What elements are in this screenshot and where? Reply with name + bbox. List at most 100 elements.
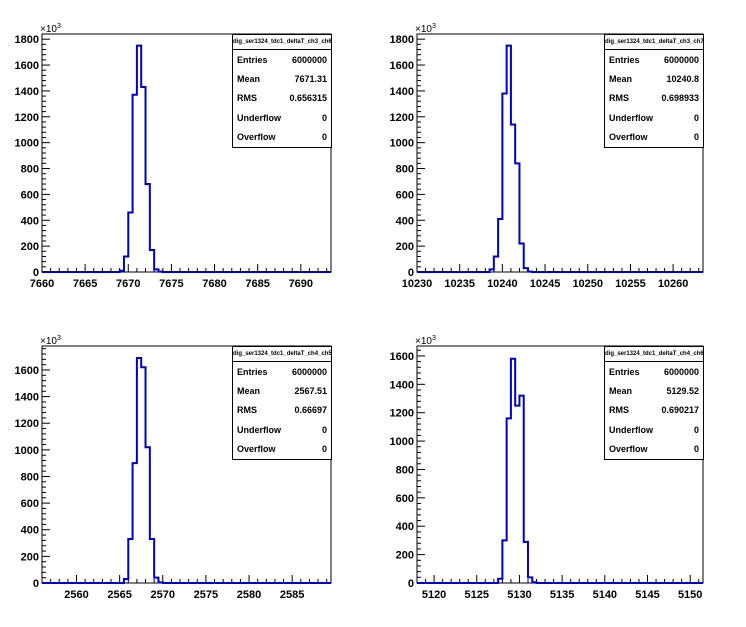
x-tick-label: 5120	[422, 589, 446, 601]
x-tick-label: 5125	[465, 589, 489, 601]
x-tick-label: 5150	[678, 589, 702, 601]
x-tick-label: 2565	[107, 589, 131, 601]
y-tick-label: 1400	[15, 392, 39, 404]
histogram-bin	[490, 269, 494, 272]
x-tick-label: 10260	[658, 278, 689, 290]
stats-value: 0.66697	[294, 405, 327, 415]
x-tick-label: 7685	[245, 278, 269, 290]
y-tick-label: 1200	[390, 112, 414, 124]
histogram-bin	[498, 579, 502, 583]
y-tick-label: 1800	[390, 34, 414, 46]
y-tick-label: 1400	[390, 379, 414, 391]
histogram-bin	[515, 163, 519, 272]
stats-label: RMS	[609, 93, 629, 103]
y-axis-multiplier: ×103	[415, 335, 436, 347]
stats-row: Underflow 0	[233, 108, 331, 127]
y-tick-label: 200	[396, 241, 414, 253]
x-tick-label: 7675	[159, 278, 183, 290]
histogram-bin	[141, 367, 145, 583]
x-tick-label: 2585	[280, 589, 304, 601]
stats-box-title: dig_ser1324_tdc1_deltaT_ch3_ch6	[233, 35, 331, 50]
histogram-bin	[150, 539, 154, 583]
y-tick-label: 1200	[15, 112, 39, 124]
stats-row: RMS 0.698933	[605, 89, 703, 108]
y-tick-label: 1600	[15, 365, 39, 377]
stats-row: Overflow 0	[605, 128, 703, 147]
stats-label: RMS	[609, 405, 629, 415]
y-tick-label: 200	[396, 550, 414, 562]
histogram-bin	[128, 539, 132, 583]
stats-label: Overflow	[237, 444, 276, 454]
y-tick-label: 800	[396, 164, 414, 176]
y-tick-label: 400	[396, 521, 414, 533]
y-tick-label: 400	[21, 525, 39, 537]
stats-value: 0	[694, 132, 699, 142]
x-tick-label: 2580	[237, 589, 261, 601]
histogram-bin	[507, 418, 511, 583]
histogram-bin	[154, 578, 158, 583]
histogram-bin	[120, 271, 124, 272]
stats-label: Mean	[237, 386, 260, 396]
y-tick-label: 1600	[15, 60, 39, 72]
stats-label: Underflow	[237, 113, 281, 123]
y-tick-label: 800	[21, 164, 39, 176]
histogram-bin	[502, 540, 506, 583]
stats-value: 0	[322, 425, 327, 435]
stats-label: Mean	[609, 74, 632, 84]
stats-row: Underflow 0	[233, 420, 331, 439]
stats-value: 5129.52	[666, 386, 699, 396]
stats-label: Entries	[237, 367, 268, 377]
y-tick-label: 1600	[390, 60, 414, 72]
stats-label: Entries	[609, 367, 640, 377]
histogram-bin	[515, 406, 519, 583]
y-tick-label: 600	[21, 189, 39, 201]
stats-label: Entries	[237, 55, 268, 65]
y-tick-label: 600	[396, 189, 414, 201]
stats-value: 0.690217	[661, 405, 699, 415]
histogram-bin	[158, 582, 162, 583]
y-tick-label: 1600	[390, 351, 414, 363]
y-tick-label: 1400	[390, 86, 414, 98]
stats-value: 0	[694, 113, 699, 123]
stats-label: RMS	[237, 405, 257, 415]
y-tick-label: 1000	[15, 445, 39, 457]
x-tick-label: 2560	[64, 589, 88, 601]
x-tick-label: 5145	[635, 589, 659, 601]
y-tick-label: 1200	[15, 418, 39, 430]
histogram-bin	[124, 256, 128, 272]
stats-value: 6000000	[664, 55, 699, 65]
stats-label: Mean	[609, 386, 632, 396]
y-tick-label: 600	[21, 498, 39, 510]
stats-value: 0	[322, 444, 327, 454]
x-tick-label: 10240	[487, 278, 518, 290]
stats-value: 6000000	[292, 367, 327, 377]
histogram-bin	[524, 542, 528, 583]
stats-label: Overflow	[609, 132, 648, 142]
stats-row: Entries 6000000	[233, 362, 331, 381]
stats-value: 7671.31	[294, 74, 327, 84]
stats-label: Underflow	[237, 425, 281, 435]
y-tick-label: 1400	[15, 86, 39, 98]
stats-value: 0.698933	[661, 93, 699, 103]
y-tick-label: 200	[21, 241, 39, 253]
y-tick-label: 800	[21, 471, 39, 483]
y-tick-label: 1000	[390, 138, 414, 150]
stats-label: Overflow	[237, 132, 276, 142]
histogram-bin	[137, 358, 141, 583]
y-tick-label: 800	[396, 464, 414, 476]
stats-label: RMS	[237, 93, 257, 103]
stats-value: 0	[322, 113, 327, 123]
x-tick-label: 10250	[572, 278, 603, 290]
y-tick-label: 0	[408, 578, 414, 590]
